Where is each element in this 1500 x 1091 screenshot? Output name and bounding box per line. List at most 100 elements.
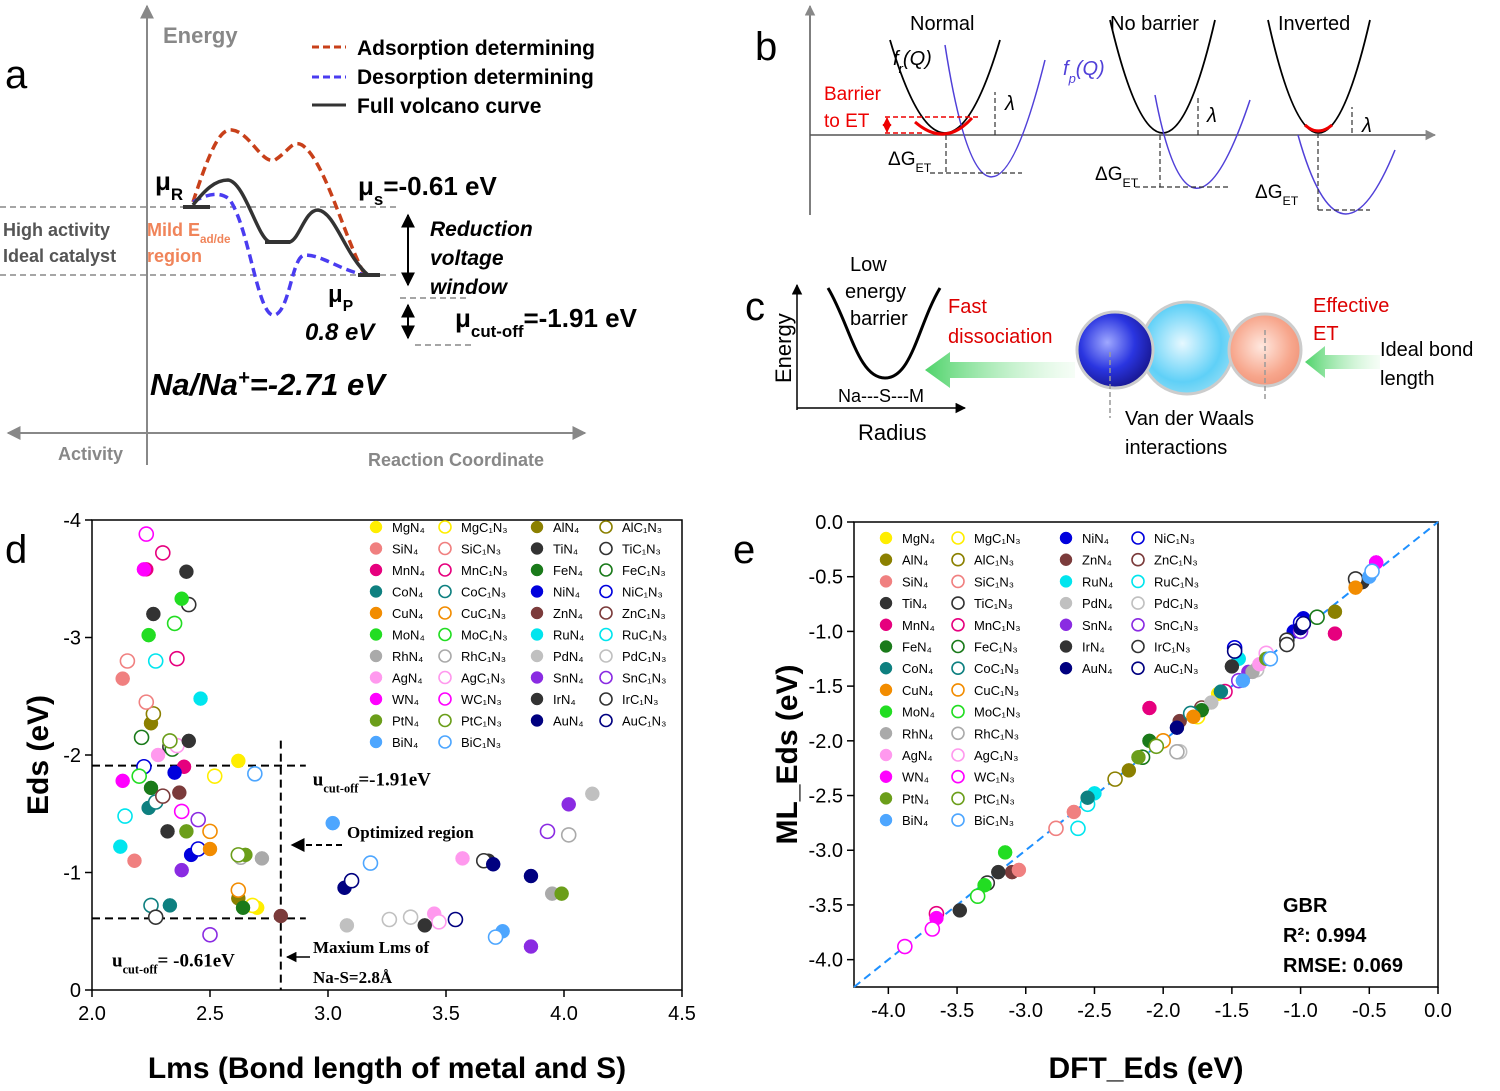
point [119, 653, 136, 669]
legend-marker [369, 628, 383, 641]
point [169, 650, 185, 667]
label: Ideal bond [1380, 339, 1473, 361]
point [969, 888, 986, 904]
panel-label: e [733, 528, 755, 572]
point [485, 857, 501, 872]
panel-label: a [5, 53, 28, 97]
annotation: Optimized region [347, 823, 474, 842]
point [155, 788, 171, 804]
legend-label: ZnN₄ [1082, 553, 1112, 568]
point [1070, 820, 1086, 837]
legend-label: CuC₁N₃ [974, 683, 1019, 698]
legend-marker [1059, 640, 1073, 653]
point [1279, 636, 1295, 653]
label: Mild Ead/de [147, 220, 231, 246]
legend-marker [369, 542, 383, 555]
label: fp(Q) [1063, 58, 1105, 86]
panel-a-shapes [0, 4, 587, 465]
legend-label: MnN₄ [902, 618, 935, 633]
legend-marker [369, 563, 383, 577]
legend-label: MnN₄ [392, 563, 425, 578]
point [1327, 626, 1343, 641]
legend-marker [879, 575, 893, 588]
label: Reduction [430, 218, 533, 241]
legend-label: ZnN₄ [553, 606, 583, 621]
legend-marker [530, 563, 544, 577]
legend-marker [599, 520, 613, 534]
legend-label: MoC₁N₃ [974, 705, 1021, 720]
point [136, 562, 152, 577]
label: Barrier [824, 84, 882, 105]
legend-marker [438, 541, 452, 556]
x-tick-label: 4.0 [550, 1003, 578, 1025]
legend-label: AgC₁N₃ [974, 748, 1018, 763]
reference-label: ucut-off= -0.61eV [112, 950, 235, 976]
legend-label: TiC₁N₃ [622, 542, 661, 557]
legend-label: ZnC₁N₃ [1154, 553, 1198, 568]
panel-b-shapes [804, 4, 1437, 215]
point [193, 691, 208, 706]
point [254, 851, 270, 866]
label: interactions [1125, 437, 1227, 459]
legend-marker [951, 617, 965, 632]
legend-label: IrN₄ [1082, 640, 1105, 655]
point [155, 545, 171, 561]
legend-marker [1059, 575, 1073, 588]
label: Normal [910, 13, 974, 35]
legend-label: IrC₁N₃ [622, 692, 658, 707]
legend-label: Adsorption determining [357, 37, 595, 60]
point [1148, 738, 1165, 755]
legend-marker [599, 541, 613, 556]
legend-marker [1131, 531, 1145, 545]
legend-marker [879, 727, 893, 740]
point [1169, 720, 1185, 735]
legend-marker [369, 606, 383, 620]
point [560, 827, 577, 843]
x-tick-label: -3.0 [1009, 1000, 1043, 1022]
legend-marker [369, 585, 383, 598]
legend-marker [599, 713, 613, 728]
label-part: p [1068, 71, 1076, 86]
label: fr(Q) [893, 48, 932, 76]
point [977, 877, 992, 893]
legend-marker [879, 640, 893, 653]
legend-label: PdN₄ [1082, 596, 1113, 611]
legend-label: CoC₁N₃ [461, 585, 506, 600]
label: Ideal catalyst [3, 246, 116, 266]
x-tick-label: -1.5 [1215, 1000, 1249, 1022]
point [231, 753, 246, 769]
legend-label: AlN₄ [553, 520, 579, 535]
label: Effective [1313, 295, 1389, 317]
legend-label: RuN₄ [1082, 574, 1113, 589]
point [202, 841, 218, 857]
label-part: Na/Na [150, 367, 238, 402]
point [145, 706, 162, 722]
legend-marker [951, 574, 965, 589]
legend-marker [530, 585, 544, 598]
legend-label: MnC₁N₃ [974, 618, 1021, 633]
label-part: r [899, 61, 904, 76]
legend-marker [599, 649, 613, 663]
legend-marker [369, 520, 383, 534]
legend-marker [438, 584, 452, 599]
y-axis-title: Eds (eV) [22, 695, 55, 815]
point [160, 824, 175, 839]
legend-label: BiN₄ [392, 735, 418, 750]
legend-marker [951, 639, 965, 654]
point [1186, 709, 1201, 725]
label: barrier [850, 308, 908, 330]
label: region [147, 246, 202, 266]
point [1213, 684, 1229, 699]
label-part: R [171, 185, 183, 204]
legend-label: SiN₄ [392, 542, 418, 557]
legend-marker [369, 649, 383, 663]
point [147, 653, 164, 669]
stat-label: R²: 0.994 [1283, 925, 1367, 947]
y-tick-label: 0.0 [815, 512, 843, 534]
label-part: =-2.71 eV [250, 367, 388, 402]
legend-marker [438, 563, 452, 577]
label-part: f [893, 48, 901, 70]
label: ΔGET [1255, 182, 1299, 208]
x-tick-label: -4.0 [871, 1000, 905, 1022]
legend-label: SnC₁N₃ [622, 671, 666, 686]
